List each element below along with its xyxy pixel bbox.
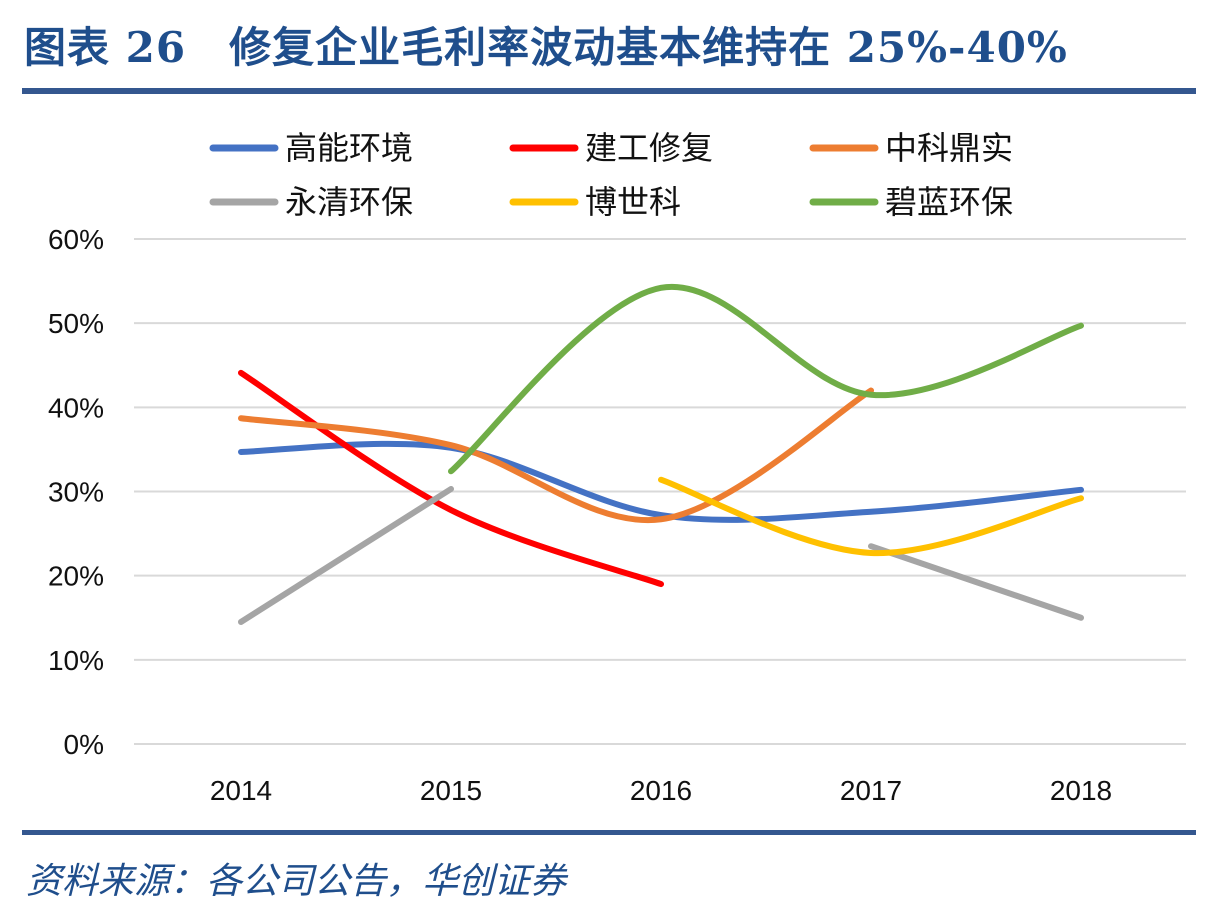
y-tick-label: 10% xyxy=(48,645,104,676)
series-line-3-segment-0 xyxy=(238,485,454,625)
series-line-4-segment-0 xyxy=(658,476,1084,556)
legend-label: 建工修复 xyxy=(585,130,713,166)
legend-label: 高能环境 xyxy=(285,130,413,166)
series-line-3-segment-1 xyxy=(868,543,1084,621)
x-tick-label: 2018 xyxy=(1050,775,1112,806)
gridlines xyxy=(134,238,1186,745)
title-divider xyxy=(22,88,1196,94)
y-tick-label: 60% xyxy=(48,224,104,255)
x-axis-labels: 2014 2015 2016 2017 2018 xyxy=(210,775,1112,806)
series-line-5-segment-0 xyxy=(448,283,1084,475)
legend-label: 永清环保 xyxy=(285,184,413,220)
x-tick-label: 2016 xyxy=(630,775,692,806)
y-axis-labels: 0% 10% 20% 30% 40% 50% 60% xyxy=(48,224,104,760)
y-tick-label: 40% xyxy=(48,392,104,423)
source-divider xyxy=(22,830,1196,835)
y-tick-label: 0% xyxy=(64,729,104,760)
legend-label: 中科鼎实 xyxy=(885,130,1013,166)
y-tick-label: 50% xyxy=(48,308,104,339)
x-tick-label: 2014 xyxy=(210,775,272,806)
y-tick-label: 20% xyxy=(48,561,104,592)
legend-label: 碧蓝环保 xyxy=(885,184,1013,220)
chart-title: 图表 26 修复企业毛利率波动基本维持在 25%-40% xyxy=(24,23,1068,72)
series-lines xyxy=(238,283,1084,625)
x-tick-label: 2017 xyxy=(840,775,902,806)
y-tick-label: 30% xyxy=(48,477,104,508)
source-note: 资料来源：各公司公告，华创证券 xyxy=(26,861,567,902)
series-line-0-segment-0 xyxy=(238,440,1084,523)
series-line-2-segment-0 xyxy=(238,387,874,524)
series-line-1-segment-0 xyxy=(238,369,664,588)
x-tick-label: 2015 xyxy=(420,775,482,806)
legend-label: 博世科 xyxy=(585,184,681,220)
